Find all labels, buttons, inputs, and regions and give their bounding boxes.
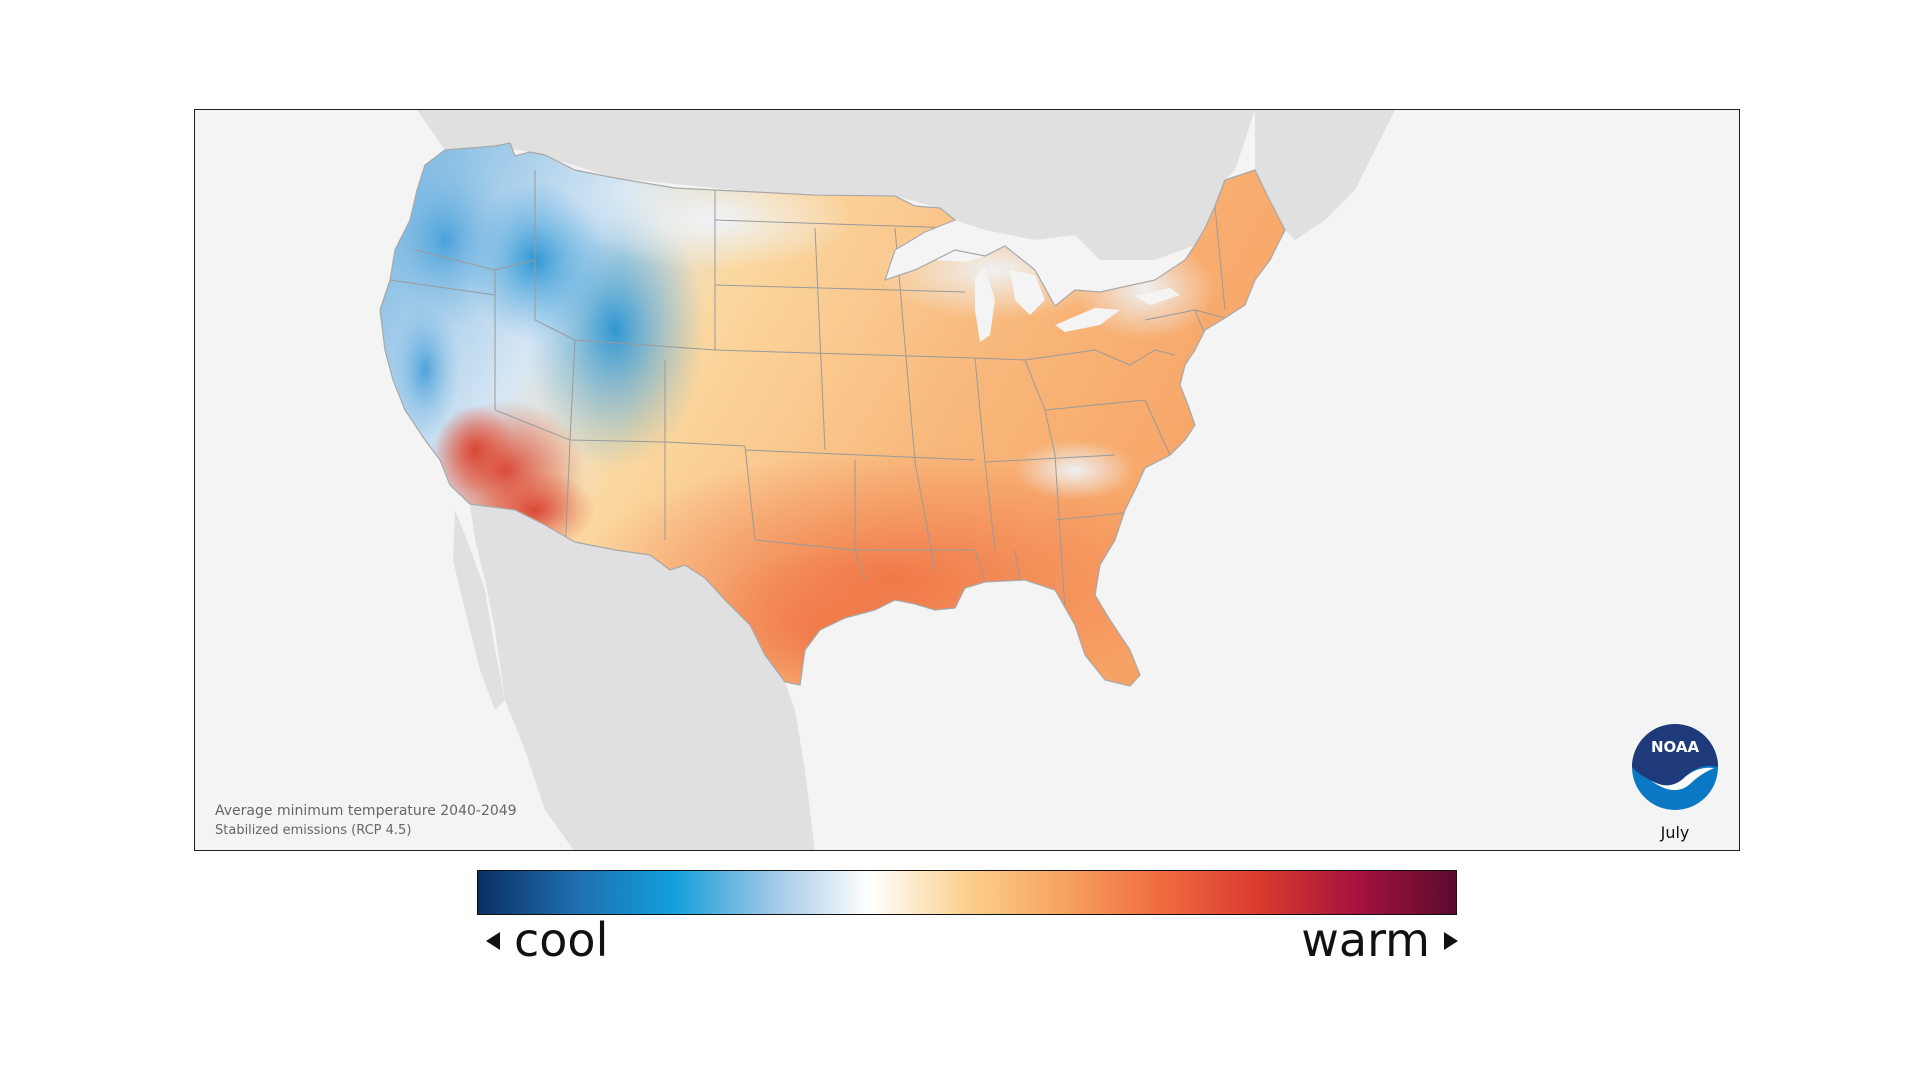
map-caption-title: Average minimum temperature 2040-2049: [215, 803, 517, 819]
noaa-logo-text: NOAA: [1651, 738, 1700, 756]
month-label: July: [1660, 823, 1690, 842]
noaa-logo: NOAA: [1632, 724, 1718, 810]
left-arrow-icon: [486, 931, 500, 950]
map-caption-subtitle: Stabilized emissions (RCP 4.5): [215, 823, 412, 838]
temperature-map: [379, 110, 1395, 850]
warm-label: warm: [1301, 913, 1430, 967]
warm-legend: warm: [1301, 912, 1458, 968]
right-arrow-icon: [1444, 931, 1458, 950]
map-panel: Average minimum temperature 2040-2049 St…: [194, 109, 1740, 851]
canada-east-landmass: [1255, 110, 1395, 240]
cool-legend: cool: [486, 912, 608, 968]
mexico-landmass: [470, 504, 815, 850]
color-scale-bar: [477, 870, 1457, 915]
baja-peninsula: [453, 510, 505, 710]
great-lakes: [895, 238, 1180, 342]
state-boundaries: [389, 170, 1226, 616]
cool-label: cool: [514, 913, 609, 967]
canada-landmass: [395, 110, 1255, 260]
